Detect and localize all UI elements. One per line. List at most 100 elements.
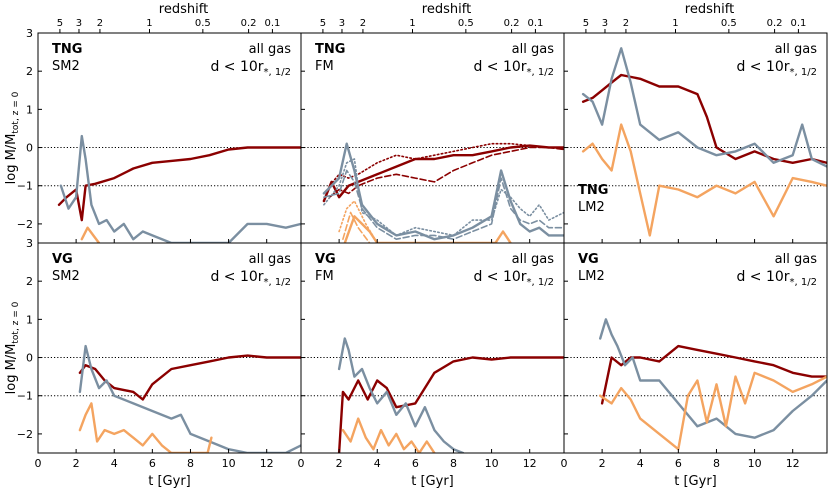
x-tick-label: 2 (599, 457, 606, 470)
panel-frame (563, 242, 828, 454)
redshift-tick-label: 0.5 (458, 18, 474, 29)
x-tick-label: 12 (260, 457, 274, 470)
series-gray-solid (59, 134, 301, 243)
series-red-solid (337, 356, 564, 453)
series-gray-solid (78, 344, 301, 453)
panel-0: −2 −1 0 1 2 3 TNG SM2 all gas d < 10r*, 1/2 (17, 27, 302, 244)
redshift-tick-label: 0.2 (241, 18, 257, 29)
halo-label: LM2 (578, 200, 605, 215)
x-axis-label: t [Gyr] (411, 474, 454, 489)
redshift-tick-label: 1 (409, 18, 415, 29)
y-tick-label: 1 (26, 103, 33, 116)
axis-labels: log M/Mtot, z = 0 log M/Mtot, z = 0 (4, 91, 21, 394)
y-tick-label: −1 (17, 180, 33, 193)
series-orange-solid (581, 123, 827, 237)
x-tick-label: 10 (748, 457, 762, 470)
series-red-dashed (328, 146, 564, 198)
simulation-label: VG (315, 252, 336, 267)
halo-label: SM2 (52, 59, 80, 74)
series-gray-solid (581, 47, 827, 168)
redshift-tick-label: 2 (623, 18, 629, 29)
x-tick-label: 10 (222, 457, 236, 470)
y-tick-label: 3 (26, 27, 33, 40)
y-tick-label: 0 (26, 352, 33, 365)
y-tick-label: 2 (26, 275, 33, 288)
redshift-tick-label: 3 (76, 18, 82, 29)
halo-label: FM (315, 59, 334, 74)
x-tick-label: 10 (485, 457, 499, 470)
y-tick-label: −2 (17, 218, 33, 231)
x-tick-label: 8 (450, 457, 457, 470)
redshift-tick-label: 0.2 (767, 18, 783, 29)
redshift-tick-label: 0.2 (504, 18, 520, 29)
panel-1: TNG FM all gas d < 10r*, 1/2 (300, 32, 565, 244)
simulation-label: TNG (578, 183, 608, 198)
gas-label: all gas (775, 252, 818, 267)
y-tick-label: −1 (17, 390, 33, 403)
simulation-label: VG (578, 252, 599, 267)
panel-4: 0 2 4 6 8 10 12 t [Gyr] VG FM all gas d < 10r*, 1/2 (298, 242, 565, 489)
x-tick-label: 4 (374, 457, 381, 470)
gas-label: all gas (249, 42, 292, 57)
panel-2: TNG LM2 all gas d < 10r*, 1/2 (563, 32, 828, 244)
distance-label: d < 10r*, 1/2 (210, 59, 291, 78)
gas-label: all gas (775, 42, 818, 57)
simulation-label: VG (52, 252, 73, 267)
x-tick-label: 0 (35, 457, 42, 470)
series-group (322, 142, 564, 243)
y-tick-label: 0 (26, 142, 33, 155)
distance-label: d < 10r*, 1/2 (736, 59, 817, 78)
redshift-axis-label: redshift (159, 2, 208, 17)
x-tick-label: 4 (111, 457, 118, 470)
y-axis-label-bottom: log M/Mtot, z = 0 (4, 301, 21, 394)
redshift-tick-label: 0.1 (527, 18, 543, 29)
redshift-tick-label: 3 (339, 18, 345, 29)
redshift-tick-label: 3 (602, 18, 608, 29)
redshift-axis-label: redshift (422, 2, 471, 17)
redshift-tick-label: 0.1 (264, 18, 280, 29)
y-tick-label: 3 (26, 237, 33, 250)
x-tick-label: 6 (412, 457, 419, 470)
series-orange-dotted (338, 200, 378, 243)
gas-label: all gas (512, 42, 555, 57)
series-group (78, 344, 301, 453)
redshift-tick-label: 5 (320, 18, 326, 29)
series-orange-solid (80, 226, 101, 243)
simulation-label: TNG (52, 42, 82, 57)
halo-label: SM2 (52, 269, 80, 284)
series-orange-solid (78, 402, 213, 453)
series-orange-solid (599, 371, 827, 451)
halo-label: LM2 (578, 269, 605, 284)
redshift-tick-label: 0.1 (790, 18, 806, 29)
series-gray-solid (599, 318, 827, 439)
series-gray-solid (337, 337, 465, 453)
x-tick-label: 2 (336, 457, 343, 470)
series-red-solid (57, 146, 301, 222)
redshift-tick-label: 1 (146, 18, 152, 29)
y-tick-label: 1 (26, 313, 33, 326)
y-axis-label-top: log M/Mtot, z = 0 (4, 91, 21, 184)
x-tick-label: 0 (298, 457, 305, 470)
redshift-tick-label: 0.5 (721, 18, 737, 29)
x-tick-label: 12 (786, 457, 800, 470)
series-group (599, 318, 827, 451)
series-orange-dashed (342, 211, 371, 243)
top-axis: 5 3 2 1 0.5 0.2 0.1 redshift 5 3 2 1 0.5 0.2 0.1 redshi… (57, 2, 806, 33)
halo-label: FM (315, 269, 334, 284)
redshift-tick-label: 5 (583, 18, 589, 29)
distance-label: d < 10r*, 1/2 (210, 269, 291, 288)
gas-label: all gas (512, 252, 555, 267)
x-tick-label: 2 (73, 457, 80, 470)
x-tick-label: 0 (561, 457, 568, 470)
x-tick-label: 6 (675, 457, 682, 470)
series-orange-solid (341, 417, 436, 453)
distance-label: d < 10r*, 1/2 (473, 59, 554, 78)
panel-5: 0 2 4 6 8 10 12 t [Gyr] VG LM2 all gas d < 10r*, 1/… (561, 242, 828, 489)
y-tick-label: 2 (26, 65, 33, 78)
gas-label: all gas (249, 252, 292, 267)
distance-label: d < 10r*, 1/2 (473, 269, 554, 288)
redshift-tick-label: 2 (97, 18, 103, 29)
redshift-tick-label: 0.5 (195, 18, 211, 29)
